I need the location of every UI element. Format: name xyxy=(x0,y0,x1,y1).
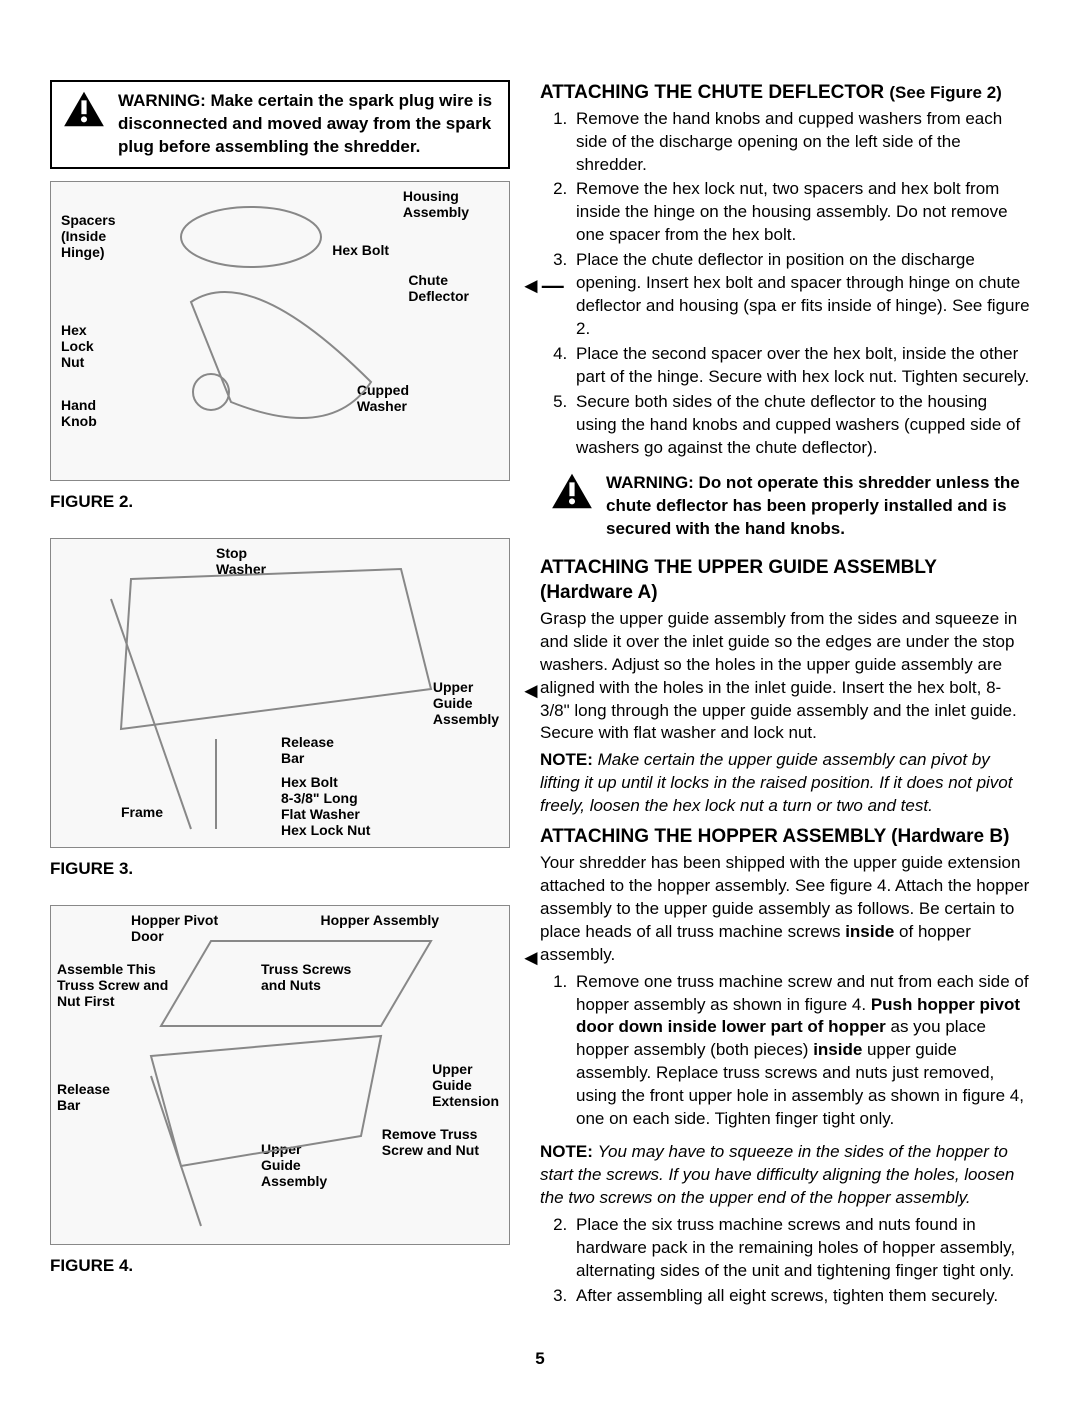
section1-item: Remove the hex lock nut, two spacers and… xyxy=(572,178,1030,247)
section2-title: ATTACHING THE UPPER GUIDE ASSEMBLY (Hard… xyxy=(540,555,1030,606)
section2-body-text: Grasp the upper guide assembly from the … xyxy=(540,609,1017,743)
section3-item: After assembling all eight screws, tight… xyxy=(572,1285,1030,1308)
section3-item: Place the six truss machine screws and n… xyxy=(572,1214,1030,1283)
section2-note: NOTE: Make certain the upper guide assem… xyxy=(540,749,1030,818)
figure-3: Stop Washer Upper Guide Assembly Release… xyxy=(50,538,510,881)
note-label: NOTE: xyxy=(540,750,593,769)
section1-item: Secure both sides of the chute deflector… xyxy=(572,391,1030,460)
warning-icon xyxy=(550,472,594,510)
section3-list-2: Place the six truss machine screws and n… xyxy=(540,1214,1030,1308)
section1-item: Place the second spacer over the hex bol… xyxy=(572,343,1030,389)
section1-title: ATTACHING THE CHUTE DEFLECTOR (See Figur… xyxy=(540,80,1030,106)
pointer-arrow-icon: ◄ xyxy=(520,943,542,973)
section3-list-1: Remove one truss machine screw and nut f… xyxy=(540,971,1030,1132)
warning-box-2: WARNING: Do not operate this shredder un… xyxy=(540,472,1030,541)
section1-title-sub: (See Figure 2) xyxy=(889,83,1001,102)
section2-body: ◄ Grasp the upper guide assembly from th… xyxy=(540,608,1030,746)
figure-4: Hopper Pivot Door Hopper Assembly Assemb… xyxy=(50,905,510,1278)
figure-4-caption: FIGURE 4. xyxy=(50,1255,510,1278)
figure-3-caption: FIGURE 3. xyxy=(50,858,510,881)
section3-note: NOTE: You may have to squeeze in the sid… xyxy=(540,1141,1030,1210)
warning-box-1: WARNING: Make certain the spark plug wir… xyxy=(50,80,510,169)
pointer-arrow-icon: ◄— xyxy=(520,271,564,301)
section3-title: ATTACHING THE HOPPER ASSEMBLY (Hardware … xyxy=(540,824,1030,850)
figure-2: Housing Assembly Spacers (Inside Hinge) … xyxy=(50,181,510,514)
section1-title-text: ATTACHING THE CHUTE DEFLECTOR xyxy=(540,82,884,103)
note-text: Make certain the upper guide assembly ca… xyxy=(540,750,1012,815)
section3-item-bold2: inside xyxy=(813,1040,862,1059)
section3-item: Remove one truss machine screw and nut f… xyxy=(572,971,1030,1132)
warning-icon xyxy=(62,90,106,128)
section1-item: Remove the hand knobs and cupped washers… xyxy=(572,108,1030,177)
section1-item: ◄— Place the chute deflector in position… xyxy=(572,249,1030,341)
note-text: You may have to squeeze in the sides of … xyxy=(540,1142,1014,1207)
section3-body-bold: inside xyxy=(845,922,894,941)
page-number: 5 xyxy=(50,1348,1030,1371)
figure-2-caption: FIGURE 2. xyxy=(50,491,510,514)
section1-list: Remove the hand knobs and cupped washers… xyxy=(540,108,1030,460)
section3-body: ◄ Your shredder has been shipped with th… xyxy=(540,852,1030,967)
warning-text-2: WARNING: Do not operate this shredder un… xyxy=(606,472,1030,541)
note-label: NOTE: xyxy=(540,1142,593,1161)
pointer-arrow-icon: ◄ xyxy=(520,676,542,706)
warning-text-1: WARNING: Make certain the spark plug wir… xyxy=(118,90,498,159)
